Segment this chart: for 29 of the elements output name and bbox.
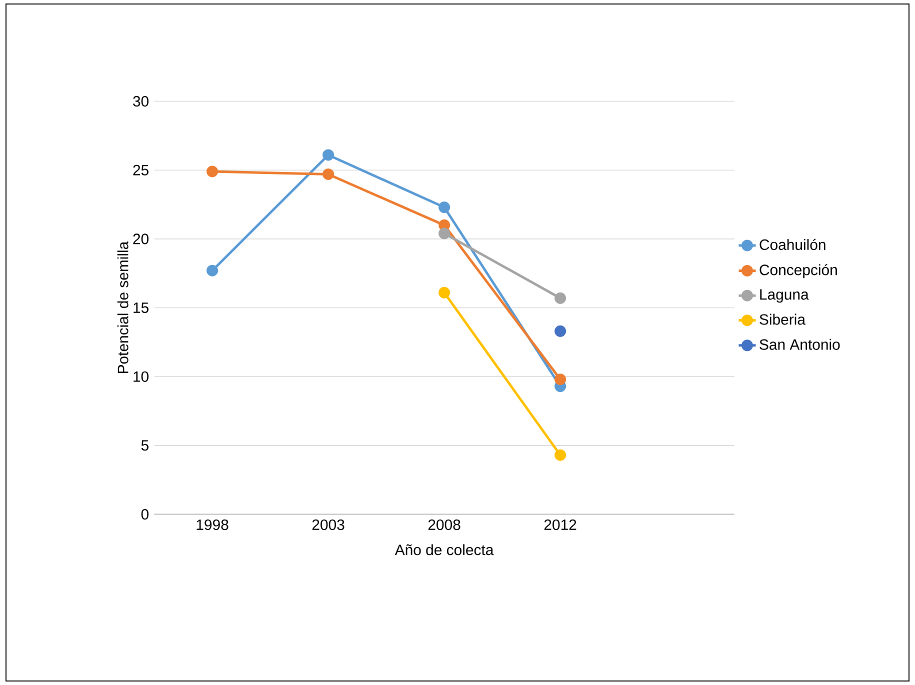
y-tick-label: 5 <box>141 440 148 451</box>
legend-label: Concepción <box>760 264 837 278</box>
y-tick-label: 10 <box>134 371 149 382</box>
y-tick-label: 25 <box>133 164 148 176</box>
y-tick-label: 15 <box>134 302 148 313</box>
legend-label: Siberia <box>760 314 806 325</box>
legend-label: San Antonio <box>760 338 840 350</box>
point <box>322 168 334 180</box>
point <box>438 202 450 214</box>
y-axis-title: Potencial de semilla <box>117 241 128 374</box>
x-axis-title: Año de colecta <box>394 544 494 556</box>
x-tick-label: 1998 <box>196 519 228 530</box>
y-tick-label: 0 <box>141 508 149 520</box>
y-tick-label: 20 <box>133 234 149 244</box>
point <box>438 286 450 298</box>
point <box>438 228 450 240</box>
y-tick-label: 30 <box>133 96 149 107</box>
point <box>322 149 334 161</box>
point <box>554 449 566 461</box>
point <box>206 264 218 276</box>
x-tick-label: 2012 <box>544 519 576 530</box>
legend-label: Laguna <box>760 289 809 303</box>
x-tick-label: 2003 <box>312 519 344 530</box>
point <box>554 325 566 337</box>
x-tick-label: 2008 <box>428 519 460 530</box>
point <box>554 292 566 304</box>
point <box>554 374 566 386</box>
legend-label: Coahuilón <box>760 238 826 250</box>
point <box>206 166 218 178</box>
